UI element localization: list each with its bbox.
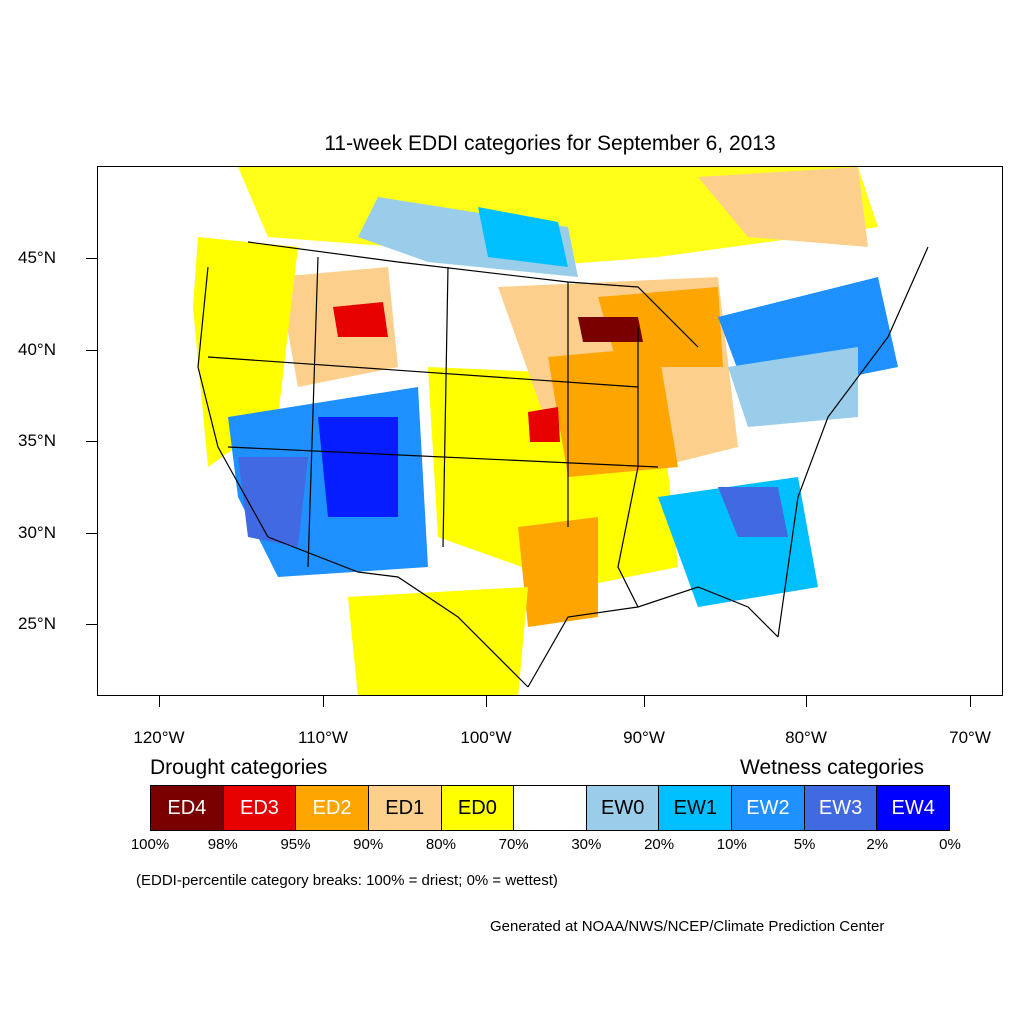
lat-tick-45: 45°N bbox=[18, 248, 56, 267]
region-wisconsin-ed2 bbox=[598, 287, 723, 367]
legend-colorbar: ED4 ED3 ED2 ED1 ED0 EW0 EW1 EW2 EW3 EW4 bbox=[150, 785, 950, 831]
lon-tick-110: 110°W bbox=[298, 728, 348, 747]
lat-tick-mark-35 bbox=[86, 441, 97, 442]
lon-tick-70: 70°W bbox=[949, 728, 991, 747]
region-canada-ed1 bbox=[698, 167, 868, 247]
region-great-basin-ew3 bbox=[238, 457, 308, 547]
state-lines-parallel-1 bbox=[207, 356, 639, 388]
break-label: 0% bbox=[939, 836, 961, 853]
lat-tick-mark-45 bbox=[86, 258, 97, 259]
lat-tick-mark-40 bbox=[86, 350, 97, 351]
lon-tick-120: 120°W bbox=[133, 728, 185, 747]
boundaries bbox=[197, 241, 929, 688]
break-label: 90% bbox=[353, 836, 384, 853]
lon-tick-90: 90°W bbox=[623, 728, 665, 747]
break-label: 2% bbox=[866, 836, 889, 853]
drought-heading: Drought categories bbox=[150, 756, 328, 779]
lon-tick-mark-70 bbox=[970, 696, 971, 707]
break-label: 5% bbox=[793, 836, 816, 853]
lat-tick-40: 40°N bbox=[18, 340, 56, 359]
region-lower-miss-ed2 bbox=[518, 517, 598, 627]
break-label: 80% bbox=[425, 836, 456, 853]
lon-tick-mark-110 bbox=[323, 696, 324, 707]
break-label: 30% bbox=[571, 836, 602, 853]
legend-box-ew0: EW0 bbox=[586, 786, 660, 830]
region-pnw-ed0 bbox=[193, 237, 298, 467]
legend-box-ed2: ED2 bbox=[296, 786, 369, 830]
map-title: 11-week EDDI categories for September 6,… bbox=[324, 132, 776, 155]
lon-tick-mark-90 bbox=[644, 696, 645, 707]
legend-box-ew4: EW4 bbox=[877, 786, 950, 830]
region-northern-ew1 bbox=[478, 207, 568, 267]
break-label: 95% bbox=[280, 836, 311, 853]
lat-tick-25: 25°N bbox=[18, 614, 56, 633]
category-note: (EDDI-percentile category breaks: 100% =… bbox=[136, 872, 558, 889]
lat-tick-mark-25 bbox=[86, 624, 97, 625]
legend-box-normal bbox=[514, 786, 587, 830]
lat-tick-30: 30°N bbox=[18, 523, 56, 542]
break-label: 98% bbox=[207, 836, 238, 853]
east-coast bbox=[777, 246, 929, 638]
break-label: 10% bbox=[716, 836, 747, 853]
region-northern-rockies-ed3 bbox=[333, 302, 388, 337]
wetness-heading: Wetness categories bbox=[740, 756, 925, 779]
region-four-corners-ew4 bbox=[318, 417, 398, 517]
eddi-map bbox=[193, 167, 929, 695]
region-wisconsin-ed4 bbox=[578, 317, 643, 342]
state-lines-meridian-1 bbox=[307, 256, 319, 568]
break-label: 20% bbox=[644, 836, 675, 853]
gulf-coast bbox=[527, 586, 779, 688]
region-carolinas-ew3 bbox=[718, 487, 788, 537]
region-great-lakes-ew0 bbox=[728, 347, 858, 427]
region-missouri-ed3 bbox=[528, 407, 560, 442]
state-lines-meridian-2 bbox=[442, 266, 449, 548]
map-panel bbox=[97, 166, 1003, 696]
lon-tick-100: 100°W bbox=[460, 728, 512, 747]
mississippi-river bbox=[617, 327, 639, 608]
lat-tick-mark-30 bbox=[86, 533, 97, 534]
break-label: 70% bbox=[498, 836, 529, 853]
lon-tick-mark-120 bbox=[159, 696, 160, 707]
lat-tick-35: 35°N bbox=[18, 431, 56, 450]
legend-box-ed0: ED0 bbox=[441, 786, 515, 830]
lon-tick-mark-80 bbox=[806, 696, 807, 707]
west-coast bbox=[197, 266, 269, 538]
break-label: 100% bbox=[130, 836, 170, 853]
region-upper-midwest-ed2 bbox=[548, 347, 678, 477]
lon-tick-mark-100 bbox=[486, 696, 487, 707]
region-texas-ed0 bbox=[348, 587, 528, 695]
legend-box-ew1: EW1 bbox=[659, 786, 733, 830]
state-lines-parallel-2 bbox=[227, 446, 659, 468]
legend-box-ew2: EW2 bbox=[732, 786, 805, 830]
category-regions bbox=[193, 167, 898, 695]
lon-tick-80: 80°W bbox=[785, 728, 827, 747]
legend-box-ew3: EW3 bbox=[804, 786, 878, 830]
us-mexico-border bbox=[267, 536, 529, 688]
legend-box-ed4: ED4 bbox=[151, 786, 224, 830]
legend-box-ed1: ED1 bbox=[368, 786, 442, 830]
legend-box-ed3: ED3 bbox=[223, 786, 297, 830]
credit-line: Generated at NOAA/NWS/NCEP/Climate Predi… bbox=[490, 918, 885, 935]
